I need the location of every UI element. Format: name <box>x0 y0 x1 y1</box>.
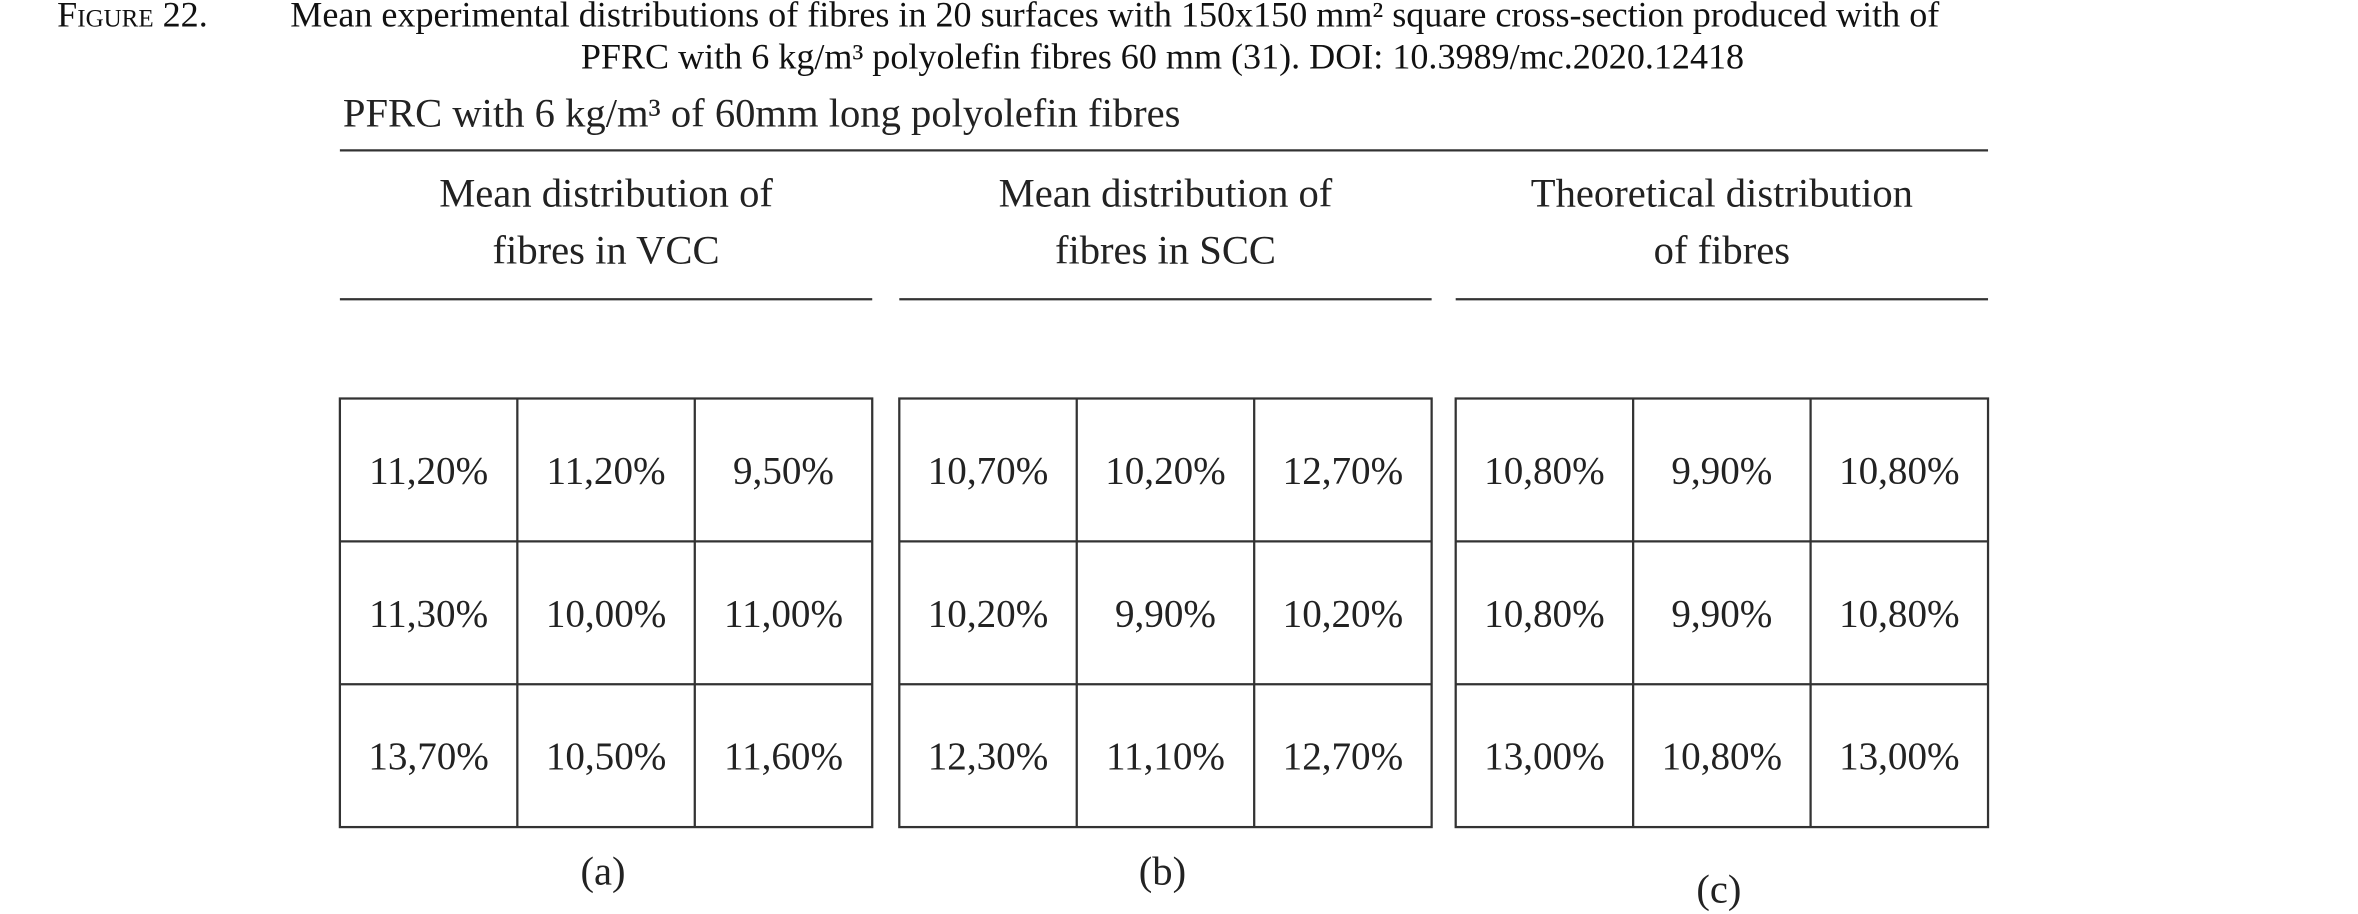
caption-line: PFRC with 6 kg/m³ polyolefin fibres 60 m… <box>581 36 1744 76</box>
panel-heading: Theoretical distribution <box>1531 170 1913 215</box>
cell-value: 10,20% <box>1105 449 1225 492</box>
figure-title: PFRC with 6 kg/m³ of 60mm long polyolefi… <box>343 91 1181 136</box>
panel-heading: fibres in SCC <box>1055 227 1276 272</box>
cell-value: 10,00% <box>546 592 666 635</box>
cell-value: 9,90% <box>1671 592 1772 635</box>
cell-value: 10,80% <box>1839 592 1959 635</box>
cell-value: 11,60% <box>724 735 843 778</box>
cell-value: 12,30% <box>928 735 1048 778</box>
cell-value: 9,90% <box>1115 592 1216 635</box>
cell-value: 10,20% <box>928 592 1048 635</box>
caption-label: Figure 22. <box>57 0 208 34</box>
cell-value: 9,50% <box>733 449 834 492</box>
grid-border <box>898 397 1433 829</box>
panel-heading: Mean distribution of <box>999 170 1333 215</box>
cell-value: 11,20% <box>547 449 666 492</box>
cell-value: 11,00% <box>724 592 843 635</box>
panel-label: (b) <box>1139 849 1186 894</box>
panel-label: (a) <box>581 849 626 894</box>
cell-value: 11,30% <box>369 592 488 635</box>
cell-value: 10,80% <box>1484 592 1604 635</box>
cell-value: 11,10% <box>1106 735 1225 778</box>
panel-heading: of fibres <box>1654 227 1790 272</box>
cell-value: 10,70% <box>928 449 1048 492</box>
cell-value: 10,80% <box>1839 449 1959 492</box>
cell-value: 13,00% <box>1484 735 1604 778</box>
cell-value: 10,80% <box>1484 449 1604 492</box>
cell-value: 9,90% <box>1671 449 1772 492</box>
cell-value: 12,70% <box>1283 449 1403 492</box>
panel-label: (c) <box>1696 867 1741 912</box>
grid-border <box>1454 397 1990 829</box>
cell-value: 12,70% <box>1283 735 1403 778</box>
panel-heading: Mean distribution of <box>439 170 773 215</box>
cell-value: 13,00% <box>1839 735 1959 778</box>
cell-value: 10,50% <box>546 735 666 778</box>
panel-heading: fibres in VCC <box>493 227 720 272</box>
grid-border <box>338 397 874 829</box>
cell-value: 10,80% <box>1662 735 1782 778</box>
caption-line: Mean experimental distributions of fibre… <box>290 0 1940 34</box>
cell-value: 11,20% <box>369 449 488 492</box>
cell-value: 10,20% <box>1283 592 1403 635</box>
cell-value: 13,70% <box>368 735 488 778</box>
